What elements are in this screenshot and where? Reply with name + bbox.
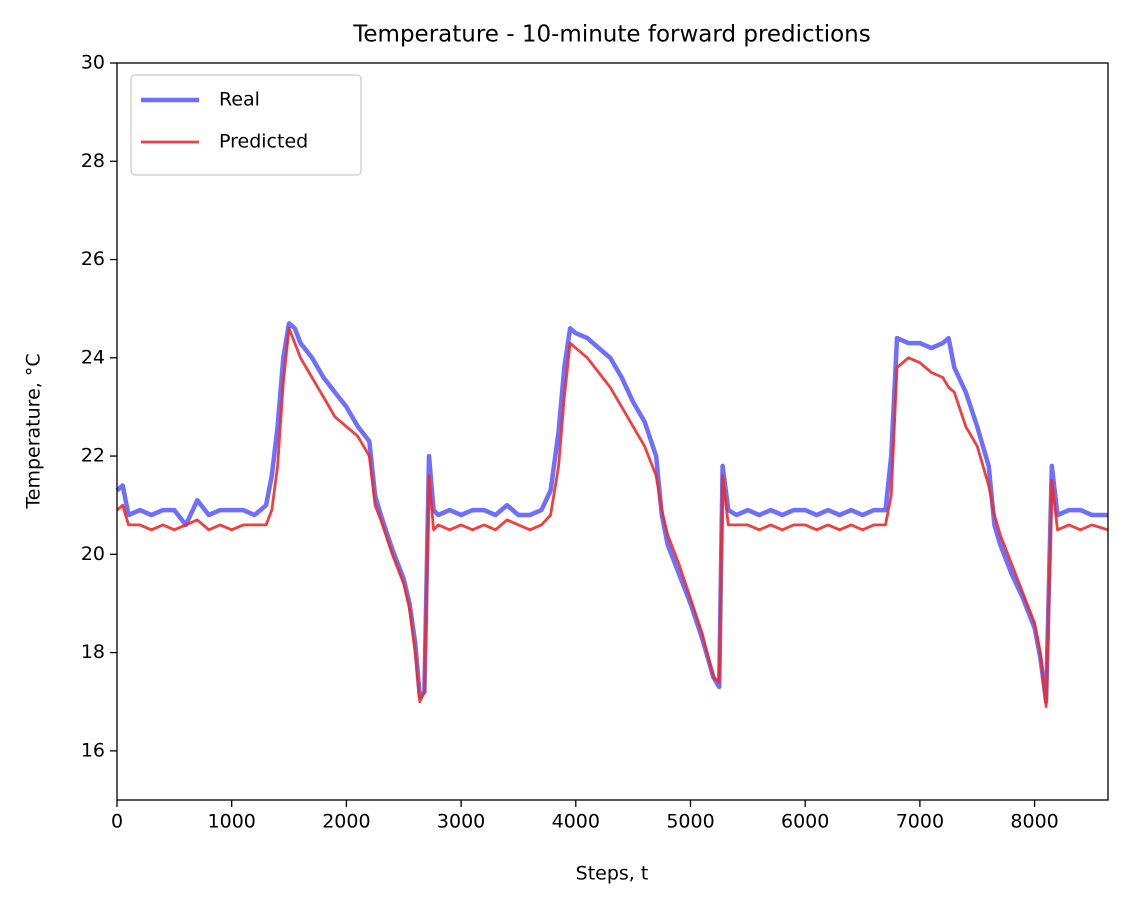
x-tick-label: 4000 <box>552 811 600 833</box>
x-tick-label: 7000 <box>896 811 944 833</box>
y-tick-label: 16 <box>81 739 105 761</box>
y-tick-label: 20 <box>81 543 105 565</box>
chart-title: Temperature - 10-minute forward predicti… <box>352 22 870 48</box>
x-tick-label: 1000 <box>208 811 256 833</box>
y-tick-label: 30 <box>81 52 105 74</box>
y-tick-label: 22 <box>81 445 105 467</box>
y-tick-label: 26 <box>81 248 105 270</box>
x-tick-label: 2000 <box>322 811 370 833</box>
x-tick-label: 0 <box>111 811 123 833</box>
y-axis-label: Temperature, °C <box>23 353 45 509</box>
series-line <box>116 326 1109 708</box>
y-tick-label: 18 <box>81 641 105 663</box>
legend-label: Real <box>219 89 260 111</box>
x-tick-label: 8000 <box>1010 811 1058 833</box>
x-tick-label: 3000 <box>437 811 485 833</box>
legend-label: Predicted <box>219 131 308 153</box>
x-axis-label: Steps, t <box>576 863 649 885</box>
plot-frame <box>116 62 1109 801</box>
x-tick-label: 6000 <box>781 811 829 833</box>
y-tick-label: 24 <box>81 346 105 368</box>
x-tick-label: 5000 <box>666 811 714 833</box>
y-tick-label: 28 <box>81 150 105 172</box>
series-line <box>115 321 1108 704</box>
